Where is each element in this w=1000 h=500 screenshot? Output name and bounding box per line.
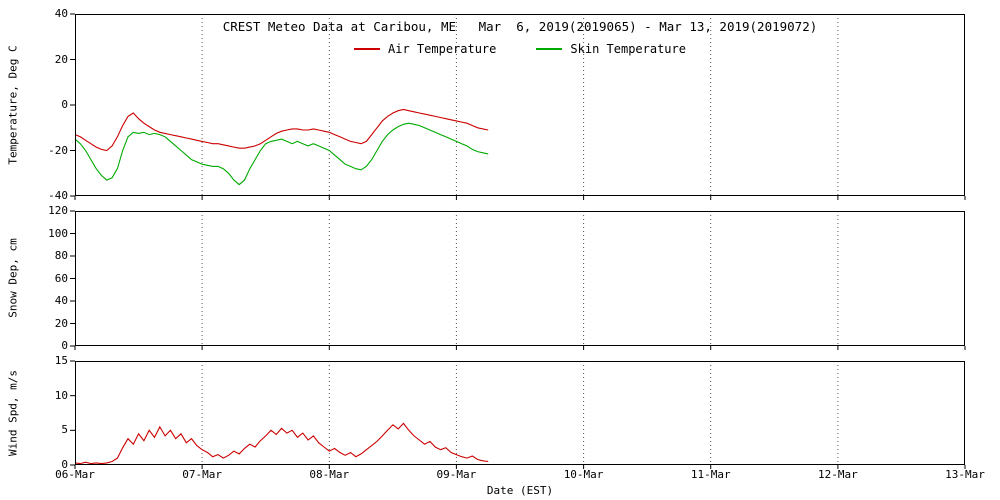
series-wind-speed bbox=[74, 422, 489, 465]
y-tick-label: 100 bbox=[48, 226, 68, 240]
y-tick-label: 80 bbox=[54, 249, 68, 262]
temperature-panel bbox=[70, 13, 966, 200]
snow-depth-plot-area bbox=[70, 210, 966, 350]
y-tick-label: 15 bbox=[54, 354, 68, 367]
x-tick-label: 10-Mar bbox=[563, 468, 604, 481]
legend-item-air: Air Temperature bbox=[354, 42, 496, 56]
temperature-plot-area bbox=[70, 13, 966, 200]
y-tick-label: 10 bbox=[54, 388, 68, 402]
skin-temperature-line-sample bbox=[536, 48, 563, 50]
x-tick-label: 06-Mar bbox=[55, 468, 95, 481]
panel-frame bbox=[75, 211, 965, 346]
y-tick-label: -20 bbox=[48, 143, 68, 157]
y-tick-label: 0 bbox=[61, 98, 68, 111]
y-axis-title-wind-speed: Wind Spd, m/s bbox=[6, 369, 20, 457]
chart-title: CREST Meteo Data at Caribou, ME Mar 6, 2… bbox=[222, 19, 818, 34]
x-tick-label: 07-Mar bbox=[182, 468, 223, 481]
panel-frame bbox=[75, 14, 965, 196]
y-tick-label: 0 bbox=[61, 458, 68, 471]
series-air-temperature bbox=[74, 108, 489, 152]
x-tick-label: 12-Mar bbox=[817, 468, 858, 481]
y-tick-label: 40 bbox=[54, 294, 68, 307]
x-axis-label: Date (EST) bbox=[486, 484, 554, 497]
wind-speed-panel bbox=[70, 360, 966, 469]
x-tick-label: 13-Mar bbox=[945, 468, 985, 481]
y-tick-label: 60 bbox=[54, 271, 68, 285]
x-tick-label: 09-Mar bbox=[436, 468, 477, 481]
legend-label-skin: Skin Temperature bbox=[570, 42, 686, 56]
y-axis-title-snow-depth: Snow Dep, cm bbox=[6, 238, 20, 318]
series-skin-temperature bbox=[74, 122, 489, 186]
y-tick-label: -40 bbox=[48, 189, 68, 202]
legend: Air Temperature Skin Temperature bbox=[75, 42, 965, 56]
x-tick-label: 11-Mar bbox=[690, 468, 731, 481]
legend-item-skin: Skin Temperature bbox=[536, 42, 686, 56]
wind-speed-plot-area bbox=[70, 360, 966, 469]
y-tick-label: 5 bbox=[61, 423, 68, 437]
snow-depth-panel bbox=[70, 210, 966, 350]
y-tick-label: 0 bbox=[61, 339, 68, 352]
y-tick-label: 20 bbox=[54, 52, 68, 66]
y-axis-title-temperature: Temperature, Deg C bbox=[6, 45, 20, 165]
panel-frame bbox=[75, 361, 965, 465]
x-tick-label: 08-Mar bbox=[309, 468, 350, 481]
air-temperature-line-sample bbox=[354, 48, 381, 50]
y-tick-label: 40 bbox=[54, 7, 68, 20]
legend-label-air: Air Temperature bbox=[388, 42, 497, 56]
y-tick-label: 20 bbox=[54, 316, 68, 330]
y-tick-label: 120 bbox=[48, 204, 68, 217]
